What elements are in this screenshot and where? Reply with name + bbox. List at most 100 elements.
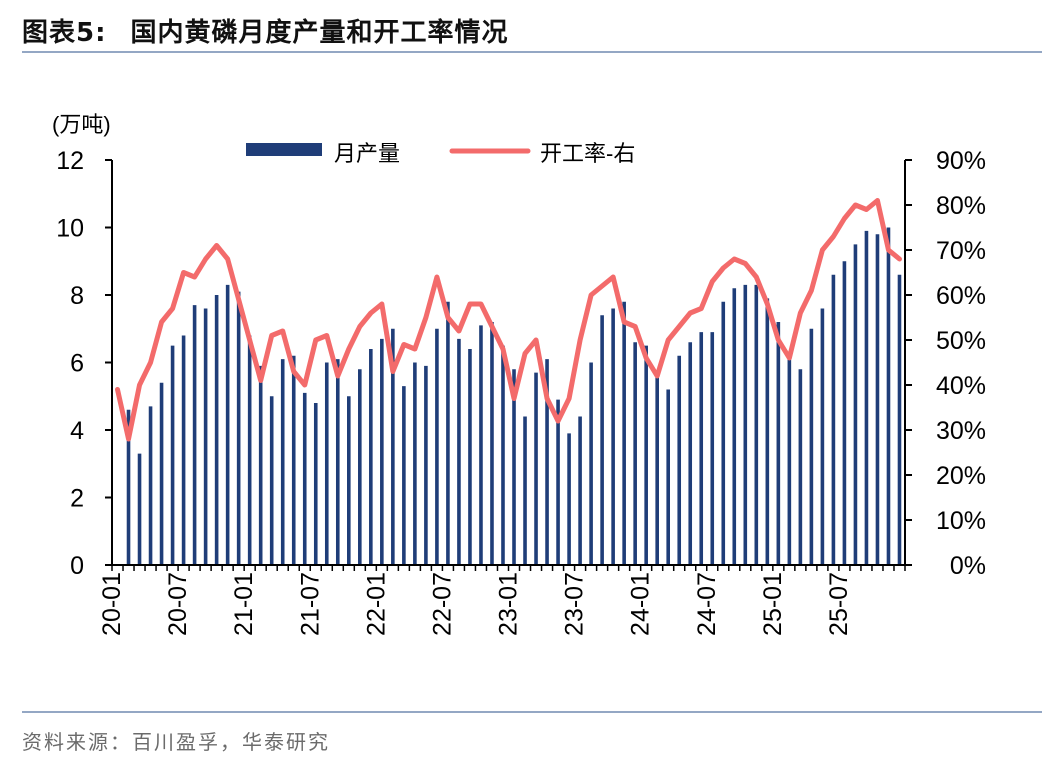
right-tick-label: 90%	[936, 147, 986, 175]
x-tick-label: 22-01	[362, 572, 390, 636]
right-tick-label: 50%	[936, 327, 986, 355]
legend-bar-label: 月产量	[334, 141, 400, 166]
rate-line	[115, 198, 902, 442]
bar	[192, 305, 197, 566]
bar	[126, 409, 131, 565]
bar	[148, 406, 153, 566]
legend-bar-swatch	[246, 143, 322, 156]
bar	[236, 291, 241, 566]
figure-title: 国内黄磷月度产量和开工率情况	[130, 18, 509, 48]
bar	[302, 392, 307, 566]
title-divider	[22, 51, 1042, 53]
x-tick-label: 23-07	[561, 572, 589, 636]
right-tick-label: 60%	[936, 282, 986, 310]
bar	[479, 325, 483, 566]
bar	[798, 369, 803, 565]
bar	[864, 230, 869, 566]
bar	[600, 315, 604, 565]
bar	[380, 338, 384, 566]
bar	[743, 284, 748, 565]
bar	[710, 332, 715, 566]
x-tick-label: 24-01	[627, 572, 655, 636]
x-tick-label: 25-07	[825, 572, 853, 636]
bar	[897, 274, 902, 565]
bar	[875, 234, 880, 565]
bar	[831, 274, 836, 565]
source-divider	[22, 711, 1042, 713]
right-tick-label: 10%	[936, 507, 986, 535]
bar	[611, 308, 615, 565]
bar	[567, 433, 571, 566]
bar	[490, 322, 494, 565]
x-tick-label: 21-01	[230, 572, 258, 636]
bar	[347, 396, 351, 565]
bar	[170, 345, 175, 566]
left-tick-label: 6	[70, 350, 84, 378]
x-tick-label: 24-07	[693, 572, 721, 636]
right-tick-label: 70%	[936, 237, 986, 265]
left-tick-label: 0	[70, 552, 84, 580]
bar	[258, 365, 263, 566]
bar	[578, 416, 582, 565]
bar	[435, 328, 439, 565]
bar	[214, 295, 219, 565]
axes: 0 2 4 6 8 10 12 0% 10% 20% 30% 40% 50% 60% 70% 80% 90% 20…	[56, 147, 986, 636]
bar	[457, 338, 461, 566]
bar	[776, 322, 781, 565]
bar	[644, 345, 648, 566]
bar-series	[126, 227, 902, 566]
bar	[523, 416, 527, 565]
bar	[369, 349, 373, 565]
bar	[688, 342, 693, 565]
right-tick-label: 80%	[936, 192, 986, 220]
x-tick-label: 20-01	[98, 572, 126, 636]
bar	[677, 355, 682, 565]
bar	[534, 372, 538, 566]
bar	[247, 335, 252, 565]
bar	[225, 284, 230, 565]
bar	[358, 369, 362, 565]
right-tick-label: 20%	[936, 462, 986, 490]
bar	[545, 359, 549, 566]
x-tick-label: 20-07	[164, 572, 192, 636]
right-tick-label: 0%	[950, 552, 986, 580]
bar	[424, 365, 428, 566]
legend-line-label: 开工率-右	[540, 141, 635, 166]
bar	[853, 244, 858, 566]
right-tick-label: 30%	[936, 417, 986, 445]
left-axis-unit: (万吨)	[52, 112, 111, 137]
bar	[809, 328, 814, 565]
bar	[137, 453, 142, 566]
bar	[721, 301, 726, 565]
legend: 月产量 开工率-右	[246, 141, 635, 166]
left-tick-label: 12	[56, 147, 84, 175]
bar	[512, 369, 516, 565]
bar	[181, 335, 186, 565]
bar	[291, 355, 296, 565]
bar	[666, 389, 670, 565]
bar	[501, 345, 505, 566]
bar	[655, 372, 659, 566]
left-tick-label: 4	[70, 417, 84, 445]
bar	[413, 362, 417, 565]
bar	[842, 261, 847, 565]
bar	[313, 403, 318, 565]
bar	[468, 349, 472, 565]
left-tick-label: 10	[56, 215, 84, 243]
bar	[391, 328, 395, 565]
bar	[335, 359, 340, 566]
right-tick-label: 40%	[936, 372, 986, 400]
left-tick-label: 2	[70, 485, 84, 513]
source-note: 资料来源：百川盈孚，华泰研究	[22, 730, 330, 754]
bar	[633, 342, 637, 565]
bar	[589, 362, 593, 565]
bar	[203, 308, 208, 565]
x-tick-label: 23-01	[495, 572, 523, 636]
bar	[324, 362, 329, 565]
bar	[732, 288, 737, 565]
bar	[446, 301, 450, 565]
bar	[556, 399, 560, 566]
bar	[280, 359, 285, 566]
figure-label: 图表5:	[22, 18, 107, 48]
